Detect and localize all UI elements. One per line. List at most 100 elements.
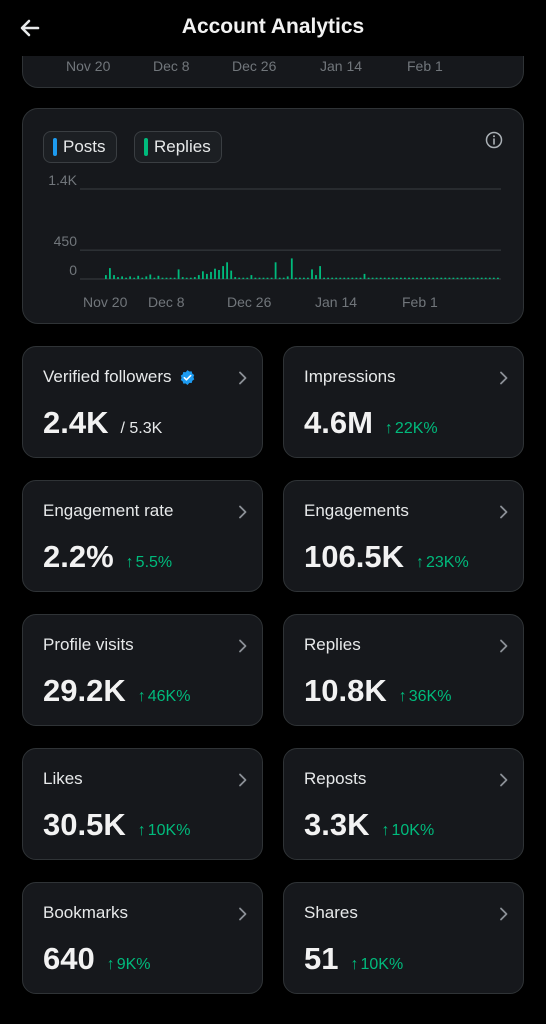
replies-bar [351,277,354,279]
replies-bar [359,277,362,279]
replies-bar [303,277,305,279]
stat-total: / 5.3K [120,420,163,437]
replies-bar [129,276,131,279]
stat-label-row: Engagement rate [43,501,173,521]
replies-bar [157,275,160,279]
stat-label-row: Shares [304,903,358,923]
stat-delta: ↑ 46K% [138,688,191,706]
info-icon[interactable] [485,131,503,149]
arrow-left-icon [20,19,40,37]
replies-bar [161,277,164,279]
replies-bar [149,274,152,279]
stat-delta-value: 36K% [408,688,452,705]
stat-card-impressions[interactable]: Impressions 4.6M ↑ 22K% [283,346,524,458]
replies-bar [173,277,176,279]
replies-bar [307,277,309,279]
replies-color-swatch [144,138,148,156]
replies-bar [363,273,366,279]
stat-card-shares[interactable]: Shares 51 ↑ 10K% [283,882,524,994]
arrow-up-icon: ↑ [125,554,134,571]
legend-posts-label: Posts [63,137,106,156]
replies-bar [270,277,273,279]
stat-label: Profile visits [43,635,134,654]
x-tick-label: Dec 26 [227,294,272,310]
replies-bar [319,266,321,279]
stat-label-row: Engagements [304,501,409,521]
stat-delta: ↑ 9K% [107,956,151,974]
replies-bar [274,262,277,279]
stat-value-row: 51 ↑ 10K% [304,941,403,977]
stat-label: Shares [304,903,358,922]
verified-badge-icon [180,369,194,385]
chevron-right-icon [500,907,508,921]
stat-card-bookmarks[interactable]: Bookmarks 640 ↑ 9K% [22,882,263,994]
stat-label-row: Reposts [304,769,366,789]
stat-card-replies[interactable]: Replies 10.8K ↑ 36K% [283,614,524,726]
stat-label-row: Verified followers [43,367,196,387]
stat-delta: ↑ 10K% [138,822,191,840]
replies-bar [266,277,269,279]
replies-bar [391,277,394,279]
legend-posts-toggle[interactable]: Posts [43,131,117,163]
x-tick-label: Nov 20 [83,294,128,310]
stat-delta: ↑ 10K% [350,956,403,974]
stat-card-engagement-rate[interactable]: Engagement rate 2.2% ↑ 5.5% [22,480,263,592]
replies-bar [412,277,414,279]
stat-value: 106.5K [304,539,404,574]
stat-value-row: 3.3K ↑ 10K% [304,807,434,843]
replies-bar [492,277,495,279]
stat-value: 2.2% [43,539,114,574]
replies-bar [383,277,386,279]
stat-card-reposts[interactable]: Reposts 3.3K ↑ 10K% [283,748,524,860]
x-axis-label: Dec 26 [232,58,277,74]
replies-bar [468,277,471,279]
x-axis-label: Feb 1 [407,58,443,74]
replies-bar [436,277,439,279]
replies-bar [141,277,144,279]
x-tick-label: Dec 8 [148,294,185,310]
replies-bar [472,277,475,279]
replies-bar [335,277,338,279]
chevron-right-icon [239,907,247,921]
x-tick-label: Jan 14 [315,294,357,310]
stat-value-row: 2.2% ↑ 5.5% [43,539,172,575]
chevron-right-icon [500,773,508,787]
legend-replies-toggle[interactable]: Replies [134,131,222,163]
stat-delta: ↑ 36K% [399,688,452,706]
stat-delta-value: 10K% [391,822,435,839]
stat-label: Likes [43,769,83,788]
replies-bar [137,275,140,279]
stat-label: Engagements [304,501,409,520]
stat-card-profile-visits[interactable]: Profile visits 29.2K ↑ 46K% [22,614,263,726]
replies-bar [404,277,406,279]
stat-card-likes[interactable]: Likes 30.5K ↑ 10K% [22,748,263,860]
stat-label-row: Replies [304,635,361,655]
replies-bar [222,266,224,279]
stat-delta-value: 9K% [116,956,151,973]
replies-bar [282,277,285,279]
app-header: Account Analytics [0,0,546,56]
replies-bar [456,277,459,279]
replies-bar [254,277,257,279]
stat-value: 30.5K [43,807,126,842]
stat-card-verified-followers[interactable]: Verified followers 2.4K / 5.3K [22,346,263,458]
x-axis-label: Jan 14 [320,58,363,74]
stat-card-engagements[interactable]: Engagements 106.5K ↑ 23K% [283,480,524,592]
x-axis-label: Nov 20 [66,58,111,74]
replies-bar [476,277,479,279]
replies-bar [169,277,172,279]
replies-bar [420,277,422,279]
chevron-right-icon [239,639,247,653]
back-button[interactable] [16,14,44,42]
arrow-up-icon: ↑ [398,688,407,705]
stat-value: 4.6M [304,405,373,440]
replies-bar [117,277,119,279]
stat-delta-value: 10K% [147,822,191,839]
replies-bar [375,277,378,279]
replies-bar [133,277,136,279]
replies-bar [343,277,346,279]
y-tick-label: 1.4K [48,172,77,188]
stat-value-row: 2.4K / 5.3K [43,405,162,441]
replies-bar [331,277,334,279]
stat-value-row: 29.2K ↑ 46K% [43,673,190,709]
